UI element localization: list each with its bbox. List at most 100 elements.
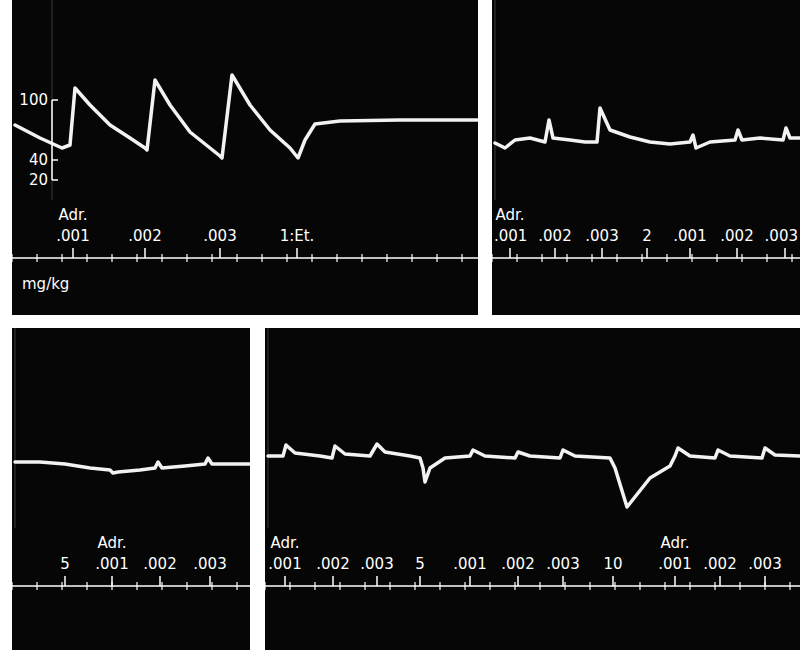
x-tick (211, 582, 212, 590)
dose-label: .002 (703, 555, 736, 573)
x-tick (739, 582, 740, 590)
y-tick-label: 100 (19, 91, 48, 109)
injection-mark (784, 248, 786, 258)
x-tick (86, 582, 87, 590)
trace-group (268, 444, 800, 507)
dose-label: .001 (268, 555, 301, 573)
x-tick (666, 254, 667, 262)
x-tick (614, 582, 615, 590)
drug-label: Adr. (660, 534, 689, 552)
x-tick (314, 582, 315, 590)
dose-label: .001 (658, 555, 691, 573)
x-tick (464, 582, 465, 590)
dose-label: .001 (453, 555, 486, 573)
x-tick (741, 254, 742, 262)
dose-label: .003 (748, 555, 781, 573)
pressure-trace (495, 108, 800, 148)
dose-label: 1:Et. (280, 227, 315, 245)
injection-mark (144, 248, 146, 258)
injection-mark (284, 576, 286, 586)
dose-label: .001 (494, 227, 527, 245)
x-tick (791, 254, 792, 262)
injection-mark (612, 576, 614, 586)
panel: .001Adr..002.0035.001.002.00310.001Adr..… (265, 328, 800, 650)
panel-background (12, 0, 478, 315)
x-tick (541, 254, 542, 262)
injection-mark (419, 576, 421, 586)
trace-group (15, 458, 250, 473)
trace-group (15, 75, 478, 158)
injection-mark (517, 576, 519, 586)
x-tick (186, 582, 187, 590)
x-tick (564, 582, 565, 590)
injection-mark (209, 576, 211, 586)
x-tick (311, 254, 312, 262)
x-tick (336, 254, 337, 262)
injection-mark (562, 576, 564, 586)
pressure-trace (15, 75, 478, 158)
drug-label: Adr. (97, 534, 126, 552)
injection-mark (376, 576, 378, 586)
dose-label: .003 (765, 227, 798, 245)
x-axis-line (12, 585, 250, 587)
x-tick (616, 254, 617, 262)
y-tick (52, 159, 58, 161)
x-tick (566, 254, 567, 262)
panel: .001Adr..002.0032.001.002.003 (492, 0, 800, 315)
x-tick (641, 254, 642, 262)
drug-label: Adr. (270, 534, 299, 552)
x-tick (236, 582, 237, 590)
y-tick (52, 179, 58, 181)
x-axis-line (12, 257, 478, 259)
x-tick (361, 254, 362, 262)
x-axis-label: mg/kg (22, 275, 69, 293)
x-tick (264, 582, 265, 590)
dose-label: .002 (538, 227, 571, 245)
drug-label: Adr. (495, 206, 524, 224)
x-tick (591, 254, 592, 262)
x-tick (364, 582, 365, 590)
x-tick (436, 254, 437, 262)
injection-mark (509, 248, 511, 258)
panel-background (12, 328, 250, 650)
x-tick (689, 582, 690, 590)
x-tick (36, 254, 37, 262)
x-tick (439, 582, 440, 590)
dose-label: .003 (546, 555, 579, 573)
dose-label: .003 (360, 555, 393, 573)
y-tick (52, 99, 58, 101)
y-scale-bracket (51, 100, 53, 180)
x-tick (516, 254, 517, 262)
y-tick-label: 40 (29, 151, 48, 169)
x-tick (211, 254, 212, 262)
x-tick (491, 254, 492, 262)
x-tick (514, 582, 515, 590)
y-axis-line (15, 328, 16, 528)
injection-mark (646, 248, 648, 258)
x-tick (136, 254, 137, 262)
injection-mark (159, 576, 161, 586)
x-tick (386, 254, 387, 262)
injection-mark (469, 576, 471, 586)
injection-mark (674, 576, 676, 586)
panel: 5.001Adr..002.003 (12, 328, 250, 650)
x-tick (691, 254, 692, 262)
injection-mark (554, 248, 556, 258)
injection-mark (64, 576, 66, 586)
x-tick (339, 582, 340, 590)
x-tick (36, 582, 37, 590)
dose-label: .003 (585, 227, 618, 245)
injection-mark (719, 576, 721, 586)
injection-mark (72, 248, 74, 258)
x-tick (766, 254, 767, 262)
x-tick (639, 582, 640, 590)
dose-label: .001 (95, 555, 128, 573)
x-tick (461, 254, 462, 262)
x-tick (789, 582, 790, 590)
drug-label: Adr. (58, 206, 87, 224)
x-tick (61, 582, 62, 590)
dose-label: 5 (60, 555, 70, 573)
panel-background (265, 328, 800, 650)
dose-label: .002 (316, 555, 349, 573)
dose-label: .003 (203, 227, 236, 245)
